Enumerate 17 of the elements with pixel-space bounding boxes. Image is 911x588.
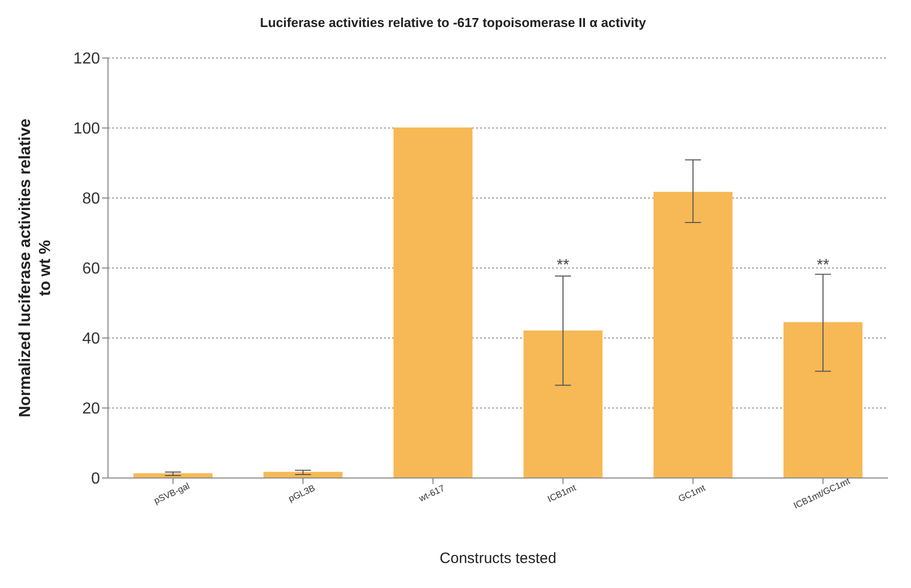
y-tick-label: 60 bbox=[82, 260, 100, 278]
chart-title: Luciferase activities relative to -617 topoisomerase II α activity bbox=[259, 14, 647, 32]
y-tick-label: 100 bbox=[73, 120, 100, 138]
bar bbox=[784, 322, 862, 478]
y-tick-label: 80 bbox=[82, 190, 100, 208]
annotation: ** bbox=[816, 257, 830, 274]
bar bbox=[524, 330, 602, 478]
y-tick-label: 20 bbox=[82, 400, 100, 418]
y-tick-label: 120 bbox=[73, 50, 100, 68]
annotation: ** bbox=[556, 257, 570, 274]
bar bbox=[264, 472, 342, 478]
y-tick-label: 0 bbox=[91, 470, 100, 488]
bar bbox=[654, 192, 732, 478]
bar bbox=[394, 128, 472, 478]
x-axis-title: Constructs tested bbox=[440, 550, 556, 567]
y-tick-label: 40 bbox=[82, 330, 100, 348]
y-axis-title: Normalized luciferase activities relative to wt % bbox=[17, 118, 54, 418]
